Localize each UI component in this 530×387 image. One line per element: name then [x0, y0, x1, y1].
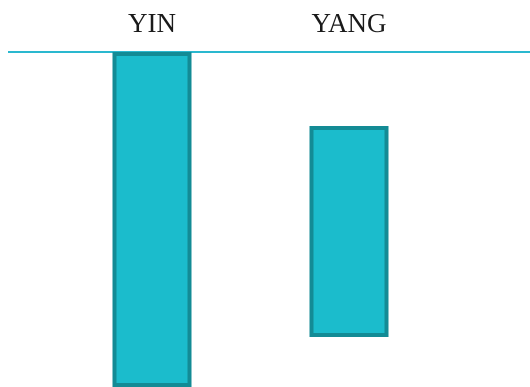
- category-label-yang: YANG: [311, 8, 386, 38]
- bars-group: [112, 52, 389, 387]
- category-labels: YIN YANG: [128, 8, 387, 38]
- bar-yang: [309, 126, 389, 337]
- bar-yin: [112, 52, 192, 387]
- category-label-yin: YIN: [128, 8, 176, 38]
